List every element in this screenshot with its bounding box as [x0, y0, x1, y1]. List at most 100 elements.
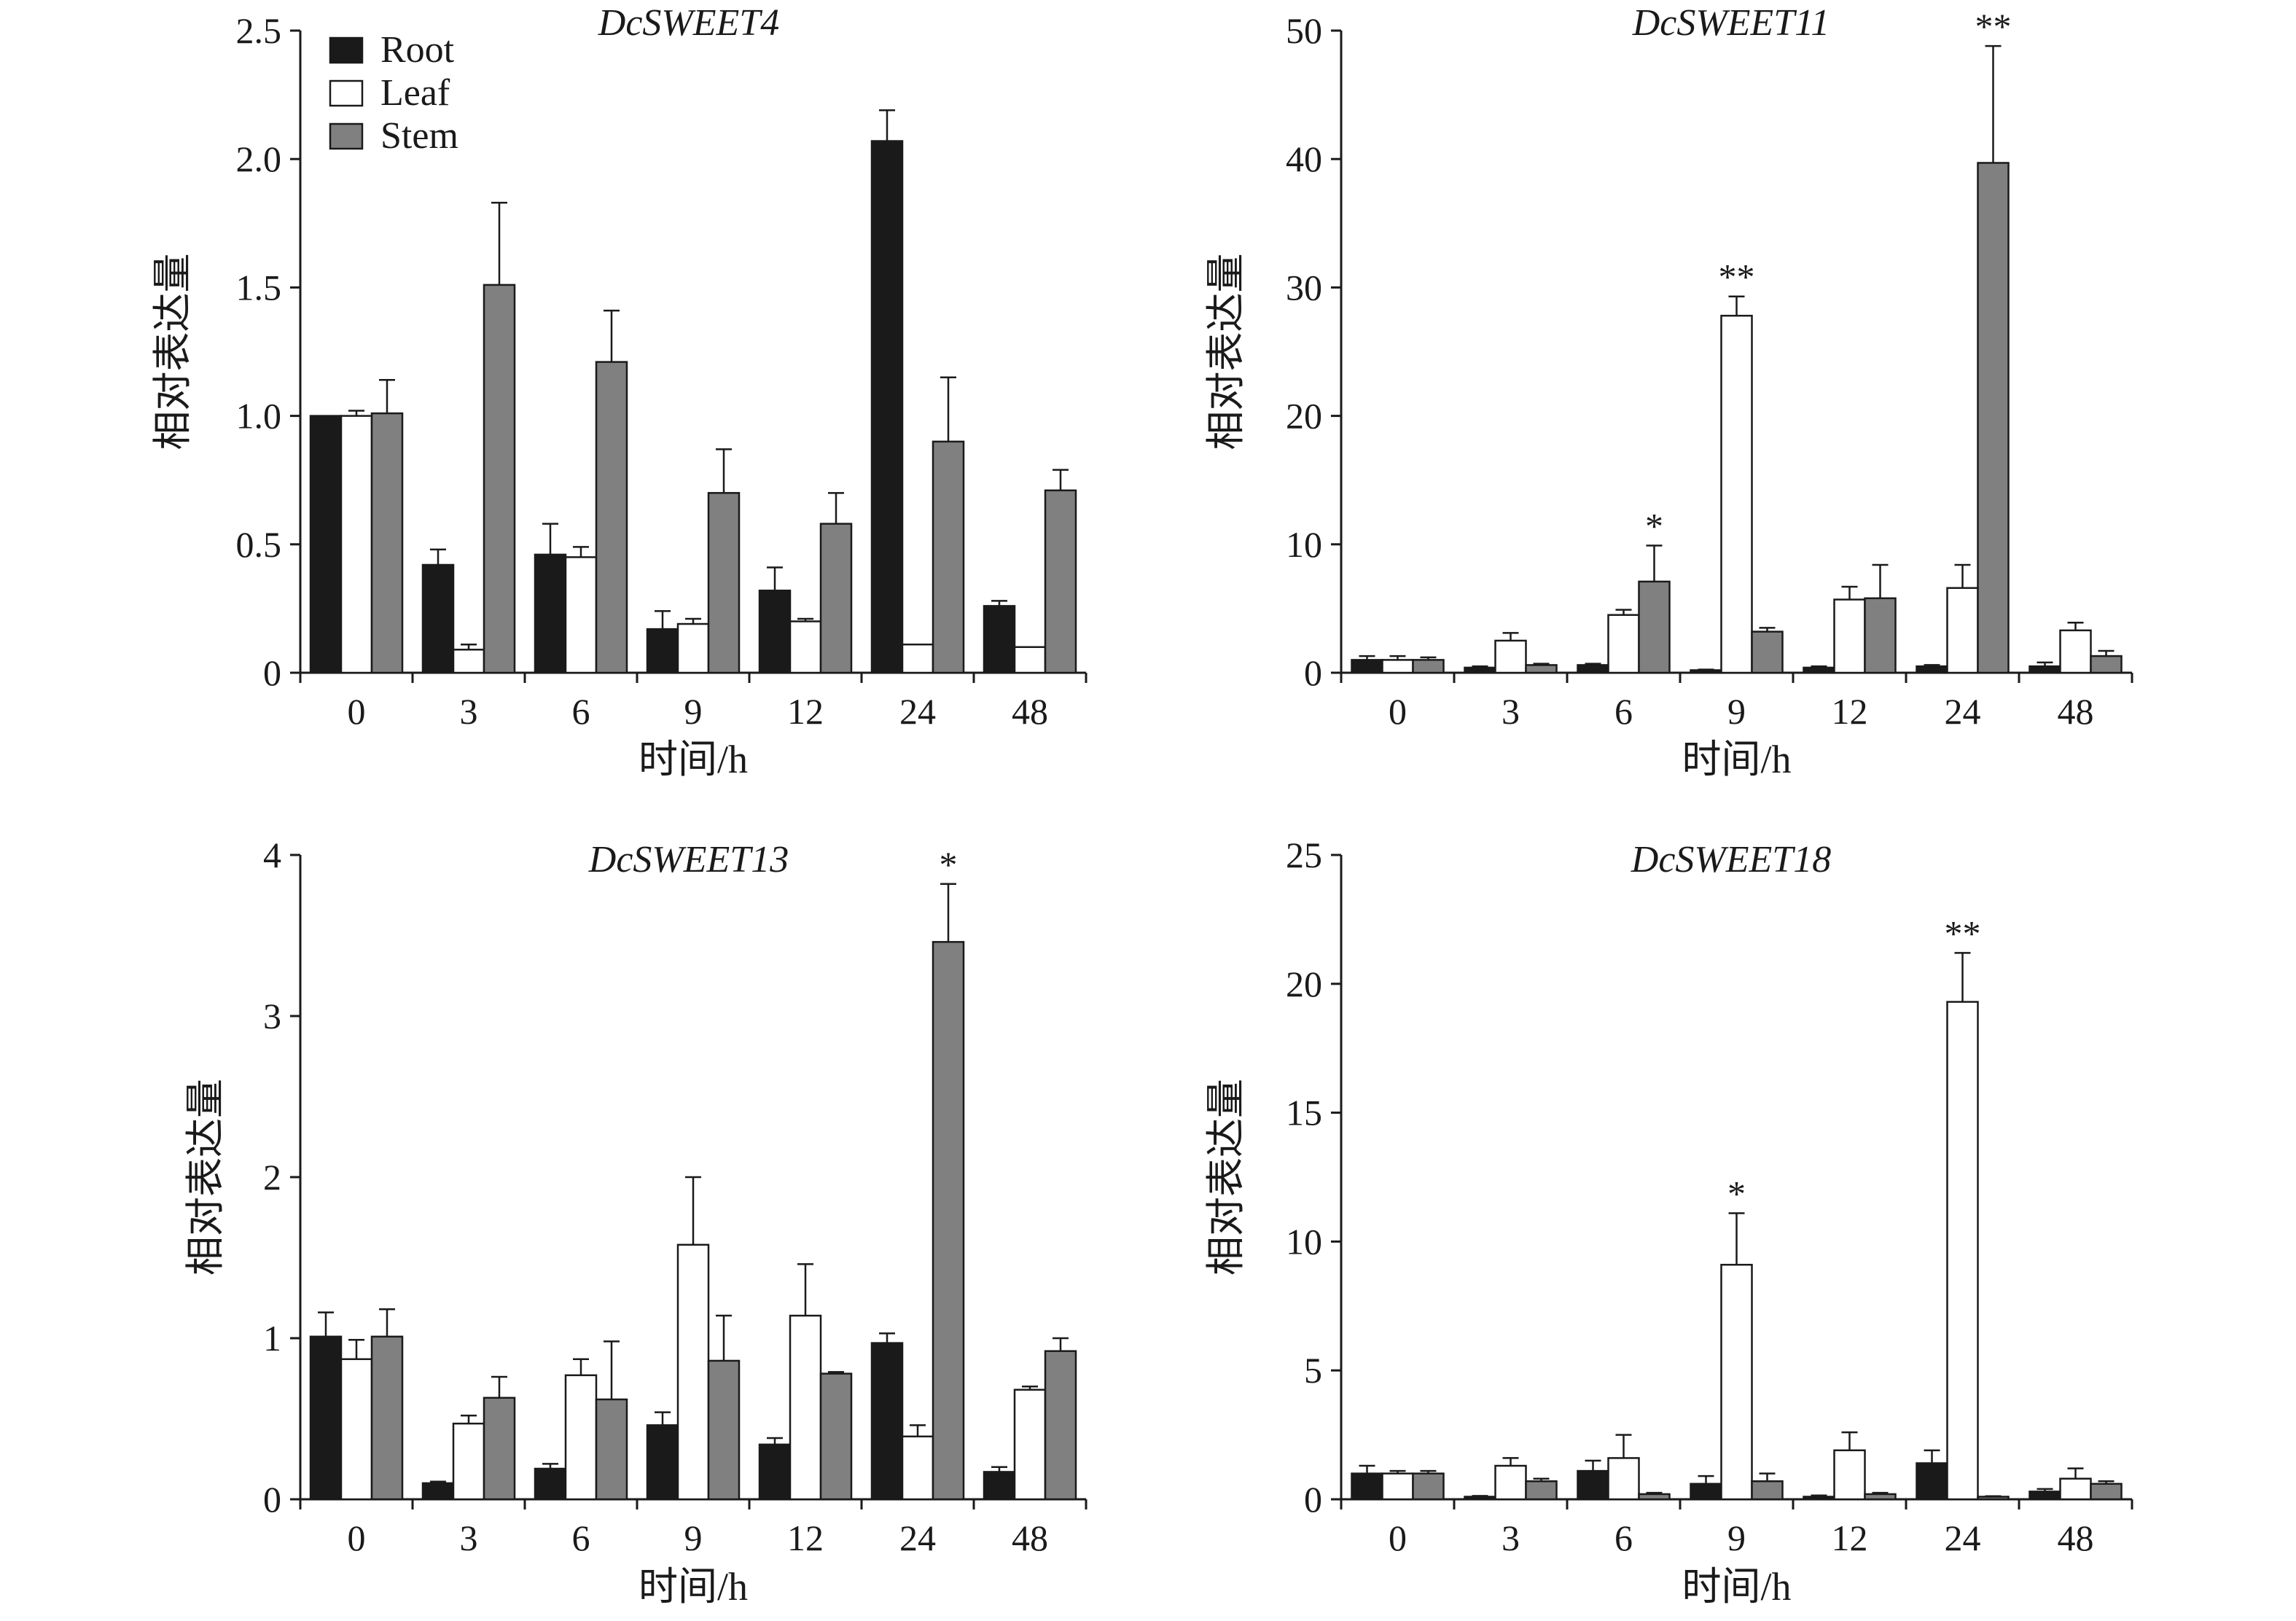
bar-stem-9: [1751, 630, 1784, 674]
significance-label: *: [1645, 506, 1663, 547]
x-tick-label: 3: [460, 1518, 478, 1558]
x-tick-label: 9: [684, 1518, 703, 1558]
bar-stem-12: [1864, 1493, 1897, 1501]
x-tick-label: 12: [787, 691, 824, 732]
chart-panel-DcSWEET4: 0 0.5 1.0 1.5 2.0 2.5 0 3 6 9 12 24 48 DcSWEET4 时间/h 相对…: [151, 2, 1088, 781]
bar-stem-12: [819, 523, 853, 674]
bar-root-3: [421, 1482, 455, 1501]
bar-leaf-12: [1833, 1449, 1866, 1501]
bar-stem-6: [1638, 580, 1671, 674]
x-tick-label: 12: [1832, 1518, 1868, 1558]
y-tick-label: 4: [263, 835, 281, 875]
y-tick-label: 1.0: [236, 396, 282, 437]
bar-stem-3: [1525, 1480, 1558, 1501]
y-axis-label: 相对表达量: [184, 1079, 227, 1276]
bar-stem-3: [483, 1397, 516, 1501]
bar-root-3: [1464, 1496, 1496, 1501]
y-axis-label: 相对表达量: [1204, 254, 1248, 450]
bar-leaf-48: [2059, 1477, 2092, 1501]
x-tick-label: 6: [572, 1518, 590, 1558]
bar-stem-12: [1864, 597, 1897, 674]
bar-root-0: [1351, 1472, 1383, 1501]
y-tick-label: 40: [1286, 138, 1322, 179]
x-axis-label: 时间/h: [639, 1565, 748, 1609]
bar-leaf-24: [1946, 1001, 1979, 1501]
y-tick-label: 0: [263, 652, 281, 693]
x-axis-label: 时间/h: [1682, 1565, 1791, 1609]
x-tick-label: 24: [1945, 1518, 1981, 1558]
bar-leaf-0: [340, 415, 373, 674]
y-tick-label: 50: [1286, 10, 1322, 51]
y-tick-label: 20: [1286, 396, 1322, 437]
bar-leaf-3: [452, 649, 485, 674]
chart-title: DcSWEET13: [588, 839, 789, 880]
bar-root-48: [2028, 665, 2061, 674]
bar-stem-48: [2090, 1483, 2123, 1501]
x-tick-label: 9: [1727, 1518, 1746, 1558]
bar-root-6: [1577, 664, 1609, 674]
bar-leaf-48: [1013, 646, 1047, 674]
bar-leaf-3: [1494, 1464, 1527, 1501]
bar-root-9: [1690, 1483, 1722, 1501]
bar-stem-0: [370, 1335, 404, 1501]
x-tick-label: 48: [2058, 1518, 2094, 1558]
bar-root-24: [1916, 665, 1948, 674]
x-tick-label: 48: [1012, 691, 1048, 732]
y-tick-label: 15: [1286, 1093, 1322, 1133]
bar-stem-48: [1044, 489, 1077, 674]
x-tick-label: 3: [460, 691, 478, 732]
x-tick-label: 6: [1614, 1518, 1633, 1558]
y-tick-label: 0: [1304, 652, 1322, 693]
legend-swatch-stem: [329, 122, 364, 150]
bar-root-24: [870, 140, 904, 674]
x-tick-label: 24: [899, 1518, 936, 1558]
x-axis-label: 时间/h: [639, 738, 748, 781]
x-tick-label: 0: [1389, 691, 1407, 732]
bar-leaf-9: [676, 1243, 710, 1501]
x-tick-label: 9: [1727, 691, 1746, 732]
bar-root-0: [309, 415, 343, 674]
y-tick-label: 0.5: [236, 524, 282, 565]
y-tick-label: 2.0: [236, 138, 282, 179]
bar-stem-6: [595, 361, 628, 674]
legend-label-root: Root: [380, 29, 455, 71]
y-tick-label: 10: [1286, 1221, 1322, 1262]
bar-stem-24: [932, 941, 965, 1501]
bar-stem-12: [819, 1372, 853, 1501]
x-tick-label: 3: [1502, 691, 1520, 732]
bar-stem-3: [1525, 664, 1558, 674]
bar-stem-9: [707, 1359, 741, 1501]
y-tick-label: 25: [1286, 835, 1322, 875]
x-axis-label: 时间/h: [1682, 738, 1791, 781]
bar-root-6: [534, 1467, 567, 1501]
bar-root-9: [1690, 669, 1722, 674]
bar-root-6: [1577, 1469, 1609, 1501]
y-tick-label: 10: [1286, 524, 1322, 565]
bar-stem-6: [595, 1398, 628, 1501]
significance-label: **: [1945, 913, 1981, 953]
y-tick-label: 1.5: [236, 267, 282, 308]
x-tick-label: 6: [572, 691, 590, 732]
bar-leaf-6: [1607, 1457, 1640, 1501]
bar-leaf-24: [901, 643, 934, 674]
y-tick-label: 30: [1286, 267, 1322, 308]
x-tick-label: 48: [2058, 691, 2094, 732]
bar-stem-0: [370, 412, 404, 674]
bar-root-9: [646, 628, 679, 674]
bar-stem-0: [1412, 659, 1445, 674]
bar-leaf-24: [901, 1435, 934, 1501]
x-tick-label: 24: [899, 691, 936, 732]
bar-stem-6: [1638, 1493, 1671, 1501]
bar-stem-9: [1751, 1480, 1784, 1501]
y-tick-label: 0: [263, 1479, 281, 1520]
y-tick-label: 1: [263, 1318, 281, 1359]
bar-root-9: [646, 1424, 679, 1501]
chart-title: DcSWEET18: [1631, 839, 1831, 880]
x-tick-label: 24: [1945, 691, 1981, 732]
x-tick-label: 0: [348, 1518, 366, 1558]
y-tick-label: 0: [1304, 1479, 1322, 1520]
y-tick-label: 20: [1286, 964, 1322, 1004]
